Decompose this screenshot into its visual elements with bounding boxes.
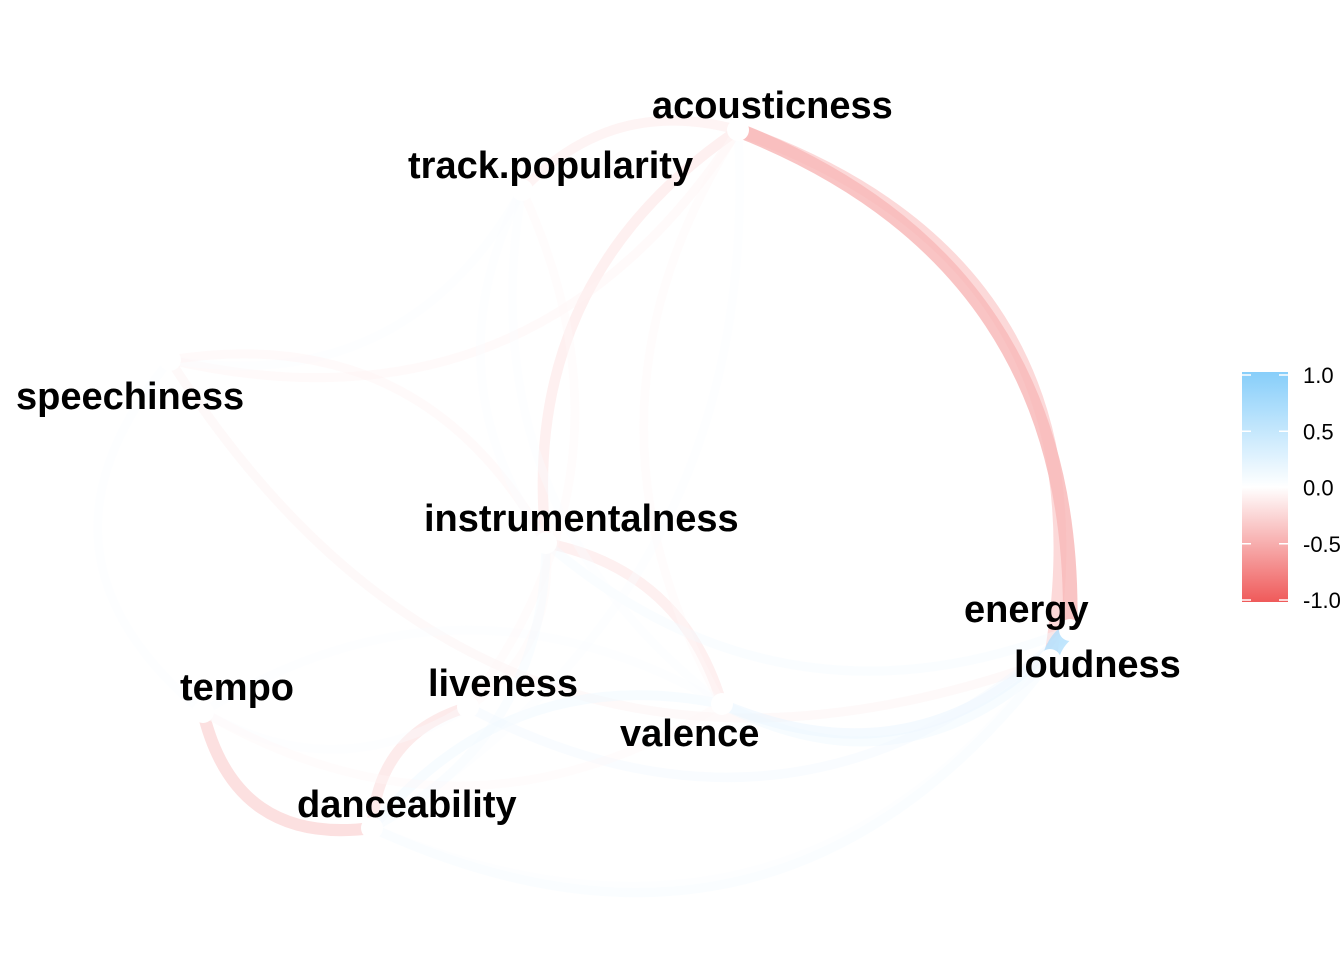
node-valence	[711, 693, 733, 715]
legend-tick-label: -0.5	[1303, 532, 1341, 557]
edge-speechiness-tempo	[93, 355, 208, 717]
node-loudness	[1039, 649, 1061, 671]
edge-track.popularity-instrumentalness	[476, 185, 551, 548]
node-label-track-popularity: track.popularity	[408, 145, 693, 187]
edge-instrumentalness-energy	[541, 538, 1075, 676]
legend-tick-label: -1.0	[1303, 588, 1341, 613]
edge-liveness-track.popularity	[463, 185, 580, 712]
edge-valence-danceability	[367, 690, 727, 833]
edge-valence-tempo	[198, 625, 727, 717]
node-label-acousticness: acousticness	[652, 85, 893, 127]
node-label-loudness: loudness	[1014, 644, 1181, 686]
edge-danceability-loudness	[367, 655, 1055, 898]
color-legend: 1.0 0.5 0.0 -0.5 -1.0	[1242, 363, 1341, 613]
edge-tempo-danceability	[196, 705, 379, 837]
legend-tick-label: 1.0	[1303, 363, 1334, 388]
edge-speechiness-track.popularity	[165, 185, 527, 371]
edge-tempo-valence	[198, 699, 727, 791]
node-label-valence: valence	[620, 713, 759, 755]
node-track-popularity	[511, 179, 533, 201]
node-energy	[1059, 619, 1081, 641]
edge-speechiness-loudness	[165, 355, 1055, 723]
node-label-speechiness: speechiness	[16, 376, 244, 418]
node-liveness	[457, 696, 479, 718]
edge-loudness-acousticness	[731, 123, 1067, 667]
node-danceability	[361, 817, 383, 839]
edge-acousticness-instrumentalness	[537, 124, 744, 549]
legend-ticks: 1.0 0.5 0.0 -0.5 -1.0	[1242, 363, 1341, 613]
edge-speechiness-acousticness	[165, 125, 743, 383]
edge-danceability-acousticness	[367, 125, 744, 833]
edge-tempo-liveness	[198, 702, 473, 754]
edge-danceability-energy	[367, 625, 1075, 891]
node-label-instrumentalness: instrumentalness	[424, 498, 739, 540]
node-label-energy: energy	[964, 589, 1089, 631]
edge-liveness-instrumentalness	[463, 538, 552, 712]
edge-acousticness-valence	[639, 125, 743, 709]
edge-liveness-danceability	[366, 701, 474, 834]
edge-acousticness-track.popularity	[517, 115, 743, 195]
node-label-liveness: liveness	[428, 663, 578, 705]
node-speechiness	[159, 349, 181, 371]
node-acousticness	[727, 119, 749, 141]
labels-layer: acousticness track.popularity speechiness i…	[16, 85, 1181, 826]
node-label-tempo: tempo	[180, 667, 294, 709]
node-tempo	[192, 701, 214, 723]
node-instrumentalness	[535, 532, 557, 554]
node-label-danceability: danceability	[297, 784, 517, 826]
edge-valence-instrumentalness	[540, 537, 728, 710]
edge-valence-energy	[716, 624, 1076, 739]
edge-track.popularity-valence	[508, 185, 727, 709]
edge-instrumentalness-speechiness	[165, 349, 551, 548]
edge-danceability-instrumentalness	[367, 538, 551, 833]
edges-layer	[93, 115, 1079, 898]
nodes-layer	[159, 119, 1081, 839]
legend-tick-label: 0.0	[1303, 476, 1334, 501]
edge-valence-loudness	[717, 655, 1055, 747]
edge-liveness-energy	[463, 625, 1075, 783]
legend-tick-label: 0.5	[1303, 419, 1334, 444]
edge-energy-acousticness	[730, 122, 1078, 638]
